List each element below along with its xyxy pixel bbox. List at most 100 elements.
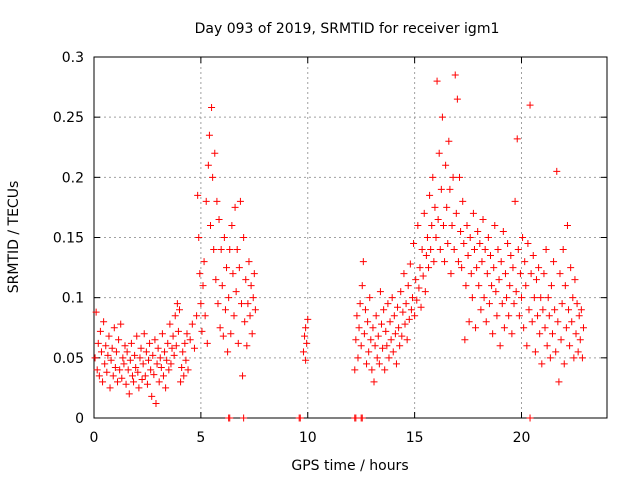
data-point	[541, 324, 549, 332]
data-point	[359, 258, 367, 266]
data-point	[404, 282, 412, 290]
data-point	[506, 282, 514, 290]
data-point	[401, 320, 409, 328]
data-point	[560, 360, 568, 368]
data-point	[493, 312, 501, 320]
data-point	[540, 270, 548, 278]
data-point	[531, 348, 539, 356]
data-point	[526, 101, 534, 109]
data-point	[223, 264, 231, 272]
data-point	[226, 414, 234, 422]
data-point	[121, 342, 129, 350]
data-point	[151, 336, 159, 344]
data-point	[227, 330, 235, 338]
data-point	[182, 356, 190, 364]
data-point	[504, 240, 512, 248]
data-point	[459, 197, 467, 205]
y-tick-label: 0	[75, 411, 84, 427]
data-point	[565, 306, 573, 314]
data-point	[415, 284, 423, 292]
data-point	[244, 300, 252, 308]
data-point	[92, 308, 100, 316]
data-point	[400, 270, 408, 278]
data-point	[128, 372, 136, 380]
data-point	[188, 320, 196, 328]
data-point	[133, 332, 141, 340]
data-point	[296, 414, 304, 422]
data-point	[354, 354, 362, 362]
data-point	[500, 324, 508, 332]
data-point	[546, 354, 554, 362]
data-point	[484, 234, 492, 241]
data-point	[241, 318, 249, 326]
data-point	[453, 95, 461, 103]
data-point	[152, 400, 160, 408]
data-point	[368, 366, 376, 374]
data-point	[94, 339, 102, 347]
data-point	[487, 252, 495, 260]
data-point	[251, 306, 259, 314]
data-point	[427, 246, 435, 254]
data-point	[528, 318, 536, 326]
data-point	[447, 270, 455, 278]
data-point	[552, 348, 560, 356]
data-point	[205, 131, 213, 139]
data-point	[468, 294, 476, 302]
data-point	[228, 221, 236, 229]
data-point	[574, 348, 582, 356]
data-points	[91, 71, 587, 422]
data-point	[434, 215, 442, 223]
data-point	[561, 282, 569, 290]
x-tick-label: 15	[406, 430, 424, 446]
data-point	[535, 264, 543, 272]
data-point	[514, 246, 522, 254]
data-point	[250, 270, 258, 278]
data-point	[369, 324, 377, 332]
data-point	[203, 339, 211, 347]
data-point	[532, 276, 540, 284]
data-point	[190, 344, 198, 352]
data-point	[570, 354, 578, 362]
data-point	[97, 348, 105, 356]
data-point	[382, 327, 390, 335]
x-tick-label: 10	[299, 430, 317, 446]
data-point	[483, 270, 491, 278]
y-tick-label: 0.3	[62, 50, 84, 66]
data-point	[480, 294, 488, 302]
data-point	[491, 221, 499, 229]
chart-title: Day 093 of 2019, SRMTID for receiver igm…	[195, 21, 500, 37]
data-point	[425, 264, 433, 272]
data-point	[408, 294, 416, 302]
data-point	[169, 332, 177, 340]
data-point	[413, 296, 421, 304]
data-point	[443, 203, 451, 211]
grid	[94, 57, 607, 418]
data-point	[450, 246, 458, 254]
data-point	[357, 342, 365, 350]
data-point	[478, 258, 486, 266]
data-point	[155, 378, 163, 386]
data-point	[124, 366, 132, 374]
data-point	[543, 342, 551, 350]
data-point	[465, 318, 473, 326]
data-point	[180, 372, 188, 380]
data-point	[381, 366, 389, 374]
data-point	[573, 300, 581, 308]
data-point	[120, 360, 128, 368]
data-point	[416, 264, 424, 272]
data-point	[579, 324, 587, 332]
data-point	[398, 332, 406, 340]
data-point	[441, 258, 449, 266]
data-point	[195, 234, 203, 241]
data-point	[513, 135, 521, 143]
data-point	[470, 246, 478, 254]
data-point	[176, 306, 183, 314]
data-point	[200, 258, 208, 266]
data-point	[406, 260, 414, 268]
data-point	[221, 306, 229, 314]
data-point	[407, 306, 415, 314]
data-point	[390, 312, 398, 320]
data-point	[388, 294, 396, 302]
data-point	[198, 327, 206, 335]
